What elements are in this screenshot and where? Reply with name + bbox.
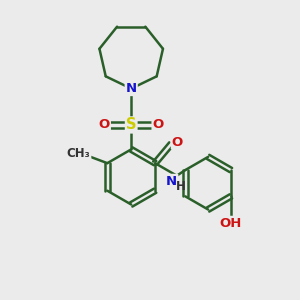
Text: O: O (152, 118, 164, 131)
Text: H: H (176, 181, 185, 194)
Text: O: O (99, 118, 110, 131)
Text: S: S (126, 117, 136, 132)
Text: N: N (126, 82, 137, 95)
Text: N: N (166, 175, 177, 188)
Text: O: O (172, 136, 183, 148)
Text: OH: OH (220, 217, 242, 230)
Text: CH₃: CH₃ (67, 147, 90, 160)
